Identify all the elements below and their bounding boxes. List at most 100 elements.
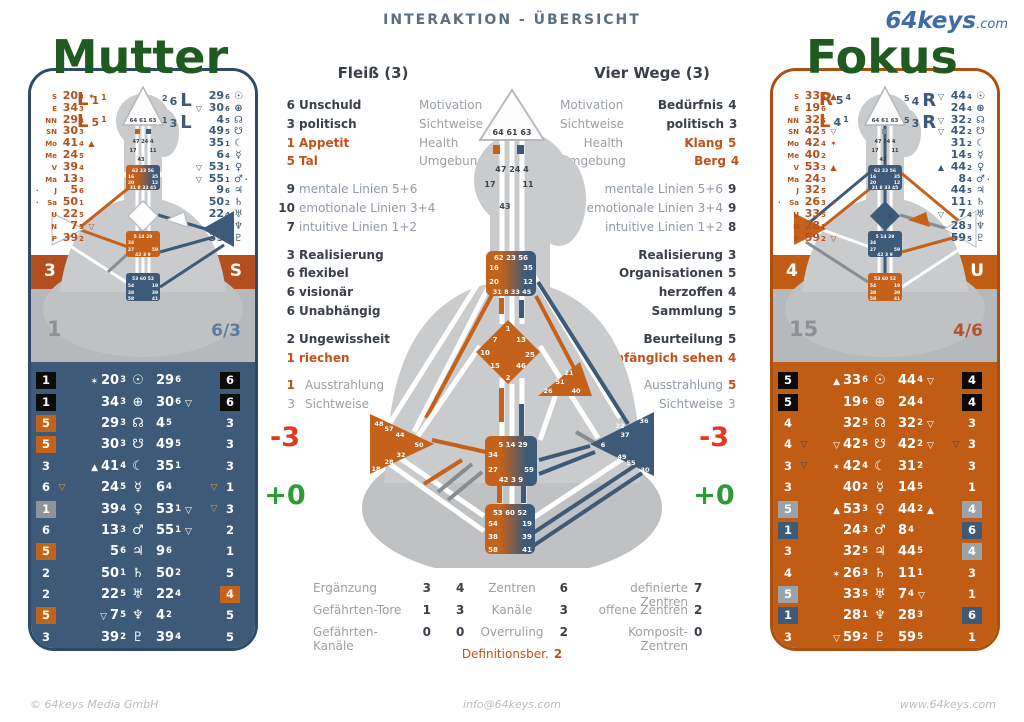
value: 6 [286,303,295,318]
gate-number: 44 [898,373,917,389]
fleiss-group-3: 3 Realisierung 6 flexibel 6 visionär 6 Unabhäng… [275,248,471,323]
left-gate-cell: 32 5 [810,416,868,431]
center-shape [868,165,902,190]
planet-label: Sa [47,199,57,208]
right-badge: 3 [225,458,234,473]
left-badge: 2 [41,565,50,580]
center-shape [499,298,504,314]
person-planet-row: 29 6 ☉ [193,89,250,102]
center-shape [521,486,526,503]
planet-label: NN [45,116,57,125]
gate-number: 39 [100,501,120,517]
fix-marker: ✶ [90,377,98,388]
line-number: 1 [120,567,126,578]
planet-label: Mo [45,140,57,149]
gate-number: 5 14 29 [498,441,527,449]
gate-number: 41 [100,458,120,474]
gate-number: 59 [804,230,820,244]
category-label: Motivation [419,98,483,112]
line-number: 3 [120,396,126,407]
channel-line [60,170,130,229]
gate-number: 4 [216,218,224,232]
line-number: 5 [120,610,126,621]
category-label: Sichtweise [305,397,370,412]
gate-number: 49 [208,124,224,138]
left-gate-cell: ✶ 42 4 [810,459,868,474]
line-number: 4 [967,93,972,101]
value: 7 [286,219,295,234]
channel-line [901,243,967,289]
fix-marker: ▽ [927,419,934,430]
line-number: 3 [821,175,826,184]
center-shape [146,129,151,134]
left-gate-cell: 29 3 [68,416,126,431]
page-title: INTERAKTION - ÜBERSICHT [383,12,641,28]
planet-icon: ♅ [976,208,985,220]
category-label: Sichtweise [419,116,484,131]
line-number: 4 [862,460,868,471]
left-badge: 5 [36,414,56,432]
line-number: 2 [917,460,924,471]
value: 1 [286,135,295,150]
gate-number: 30 [100,437,120,453]
gate-number: 36 [639,417,649,425]
left-badge: 6 [41,522,50,537]
left-gate-cell: ▲ 53 3 [810,502,868,517]
fix-marker: ▽ [830,127,837,137]
planet-icon: ☋ [976,126,985,138]
gate-number: 24 [100,480,120,496]
stat-value-left: 0 [456,625,465,639]
gate-number: 34 [128,240,134,246]
line-number: 2 [917,503,924,514]
span-el: R [922,112,937,133]
center-shape [908,212,930,227]
center-shape [868,273,902,301]
gate-number: 7 [898,587,908,603]
design-planet-row: N 28 1 [778,219,839,232]
g-center [476,320,540,384]
planet-label: Me [787,151,799,160]
line-number: 5 [862,546,868,557]
comparison-table-row: 2 22 5 ♅ 22 4 4 [36,584,250,605]
right-gate-cell: 32 2 ▽ [892,416,950,431]
line-number: 1 [917,567,924,578]
line-number: 1 [175,524,182,535]
gate-number: 39 [156,629,175,645]
left-gate-cell: ▲ 41 4 [68,459,126,474]
line-number: 3 [862,503,868,514]
right-badge: 4 [220,586,240,604]
gate-number: 32 [804,112,820,126]
line-number: 5 [120,589,126,600]
value: 1 [286,378,295,393]
planet-label: Ma [787,175,799,184]
gate-number: 6 [156,480,166,496]
channel-line [436,462,474,494]
line-number: 3 [120,524,126,535]
comparison-table-row: 3 40 2 ☿ 14 5 1 [778,477,992,498]
list-item: Organisationen 5 [560,266,744,285]
planet-label: SN [788,128,799,137]
design-planet-row: S 20 3 ✶ [36,89,97,102]
center-shape [497,486,502,503]
line-number: 3 [79,128,84,137]
planet-icon: ♃ [874,544,886,560]
gate-number: 1 [506,325,511,333]
channel-line [424,290,496,419]
value: 3 [728,247,737,262]
line-number: 4 [120,503,126,514]
stat-label: offene Zentren [598,603,688,617]
line-number: 4 [967,210,972,219]
vier-wege-title: Vier Wege (3) [594,64,710,82]
design-planet-row: Ma 13 3 [36,172,97,185]
stat-value: 0 [422,625,431,639]
planet-icon: ♂ [874,522,886,538]
category-label: Health [419,135,459,150]
gate-number: 22 [156,587,175,603]
value: 9 [286,182,295,197]
right-gate-cell: 42 2 ▽ [892,437,950,452]
channel-line [538,444,591,462]
fix-marker: ▽ [833,441,840,452]
line-number: 5 [175,439,182,450]
gate-number: 41 [62,136,78,150]
